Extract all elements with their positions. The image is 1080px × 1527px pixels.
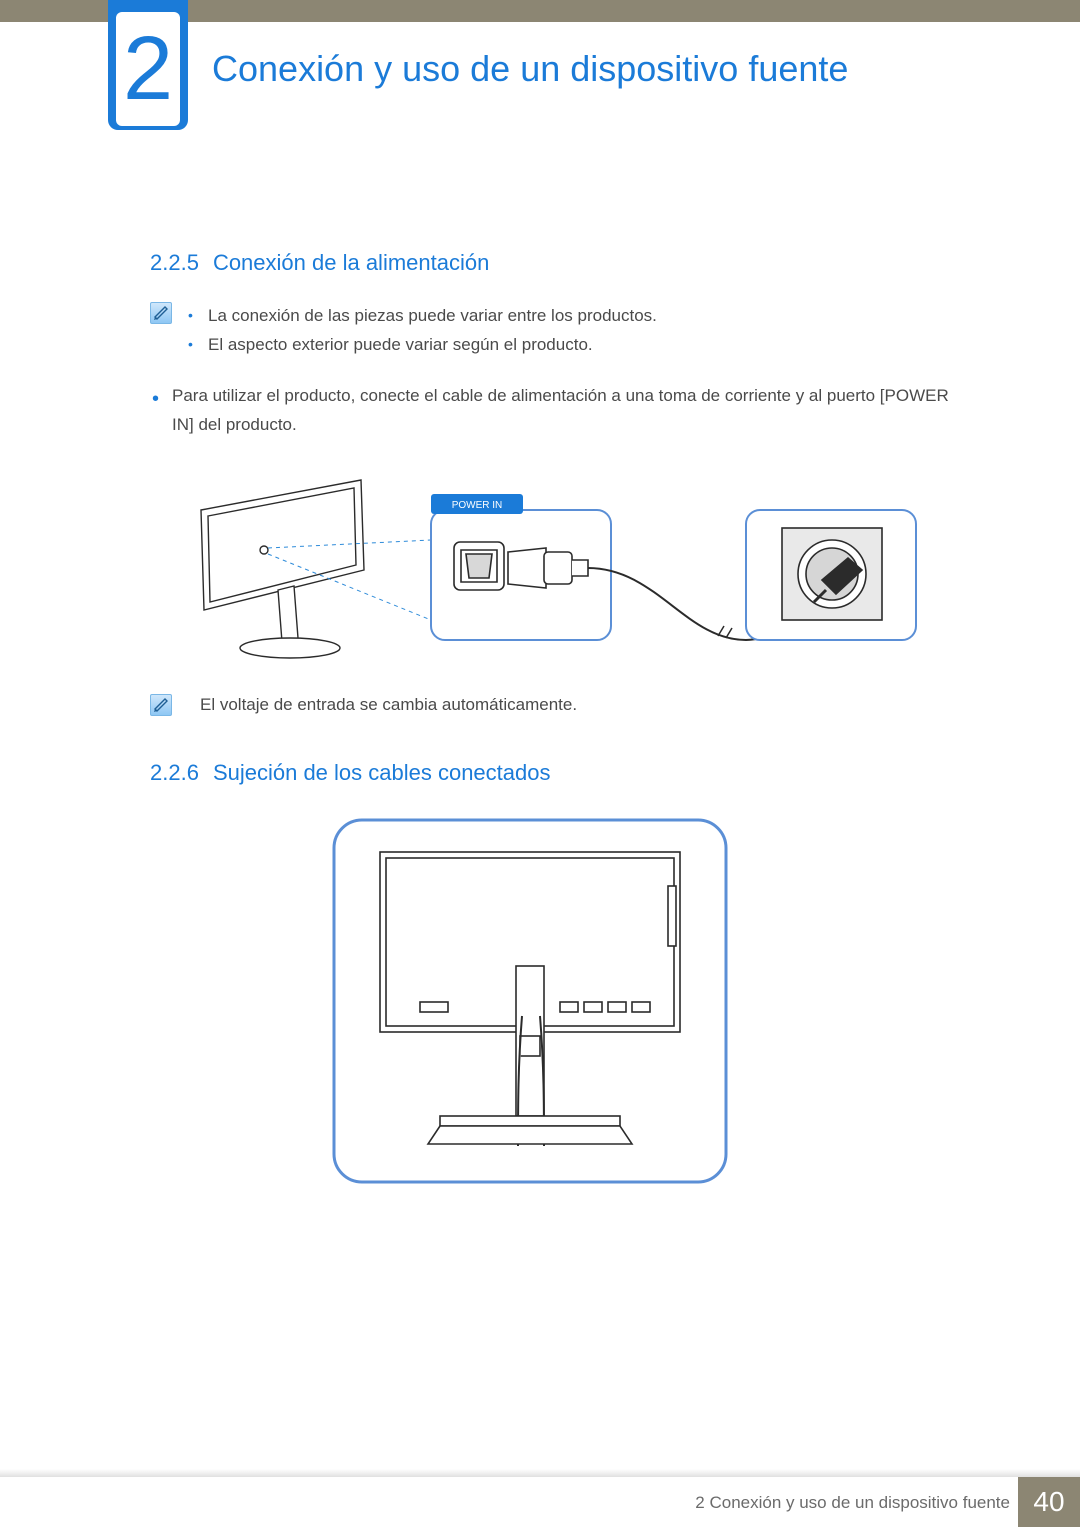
note-item: La conexión de las piezas puede variar e…	[186, 302, 950, 331]
section-heading: 2.2.6 Sujeción de los cables conectados	[150, 760, 950, 786]
note-block: El voltaje de entrada se cambia automáti…	[150, 694, 950, 716]
note-text: El voltaje de entrada se cambia automáti…	[200, 695, 577, 715]
note-block: La conexión de las piezas puede variar e…	[150, 302, 950, 360]
figure-cable-management	[330, 816, 950, 1186]
note-icon	[150, 302, 172, 324]
section-number: 2.2.6	[150, 760, 199, 785]
footer-text: 2 Conexión y uso de un dispositivo fuent…	[695, 1493, 1010, 1513]
page-number: 40	[1018, 1477, 1080, 1527]
footer: 2 Conexión y uso de un dispositivo fuent…	[0, 1477, 1080, 1527]
body-item: Para utilizar el producto, conecte el ca…	[150, 382, 950, 440]
section-title: Conexión de la alimentación	[213, 250, 489, 275]
note-list: La conexión de las piezas puede variar e…	[186, 302, 950, 360]
chapter-badge: 2	[108, 0, 188, 130]
section-number: 2.2.5	[150, 250, 199, 275]
note-item: El aspecto exterior puede variar según e…	[186, 331, 950, 360]
content-column: 2.2.5 Conexión de la alimentación La cone…	[150, 250, 950, 1210]
power-in-label: POWER IN	[452, 500, 503, 511]
note-icon	[150, 694, 172, 716]
chapter-title: Conexión y uso de un dispositivo fuente	[212, 48, 848, 90]
body-list: Para utilizar el producto, conecte el ca…	[150, 382, 950, 440]
section-title: Sujeción de los cables conectados	[213, 760, 551, 785]
section-heading: 2.2.5 Conexión de la alimentación	[150, 250, 950, 276]
figure-power-connection: POWER IN	[186, 470, 950, 670]
chapter-number: 2	[116, 12, 180, 126]
footer-shadow	[0, 1469, 1080, 1477]
manual-page: 2 Conexión y uso de un dispositivo fuent…	[0, 0, 1080, 1527]
